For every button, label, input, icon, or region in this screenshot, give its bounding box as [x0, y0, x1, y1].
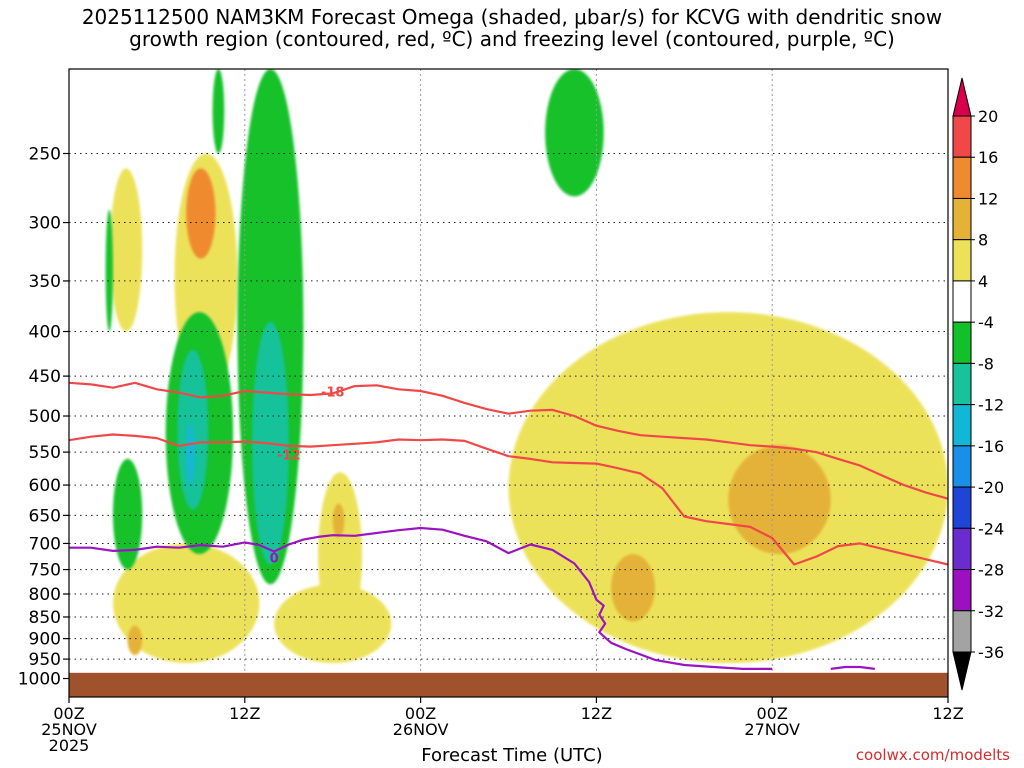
omega-region-0 — [110, 168, 143, 332]
colorbar-box — [952, 239, 972, 282]
colorbar-box — [952, 156, 972, 199]
y-tick-label: 450 — [29, 367, 61, 387]
colorbar-box — [952, 610, 972, 653]
omega-region-6 — [332, 503, 345, 538]
colorbar: 20 16 12 8 4 -4 -8 -12 -16 -20 -24 -28 -32 -36 — [952, 77, 1004, 691]
colorbar-box — [952, 362, 972, 406]
colorbar-box — [952, 486, 972, 529]
y-tick-label: 950 — [29, 650, 61, 670]
colorbar-label: 8 — [978, 231, 988, 250]
colorbar-label: -28 — [978, 561, 1004, 580]
omega-region-15 — [212, 69, 225, 154]
contour-line-2 — [69, 526, 773, 671]
x-tick-label: 00Z — [757, 704, 788, 723]
colorbar-label: -16 — [978, 437, 1004, 456]
y-tick-label: 650 — [29, 506, 61, 526]
plot-frame — [68, 68, 949, 698]
x-tick-label: 26NOV — [393, 720, 449, 739]
colorbar-box — [952, 404, 972, 447]
omega-region-13 — [112, 458, 143, 570]
y-tick-label: 400 — [29, 323, 61, 343]
omega-region-19 — [186, 423, 195, 486]
y-tick-label: 800 — [29, 585, 61, 605]
colorbar-label: -20 — [978, 478, 1004, 497]
chart-title: 2025112500 NAM3KM Forecast Omega (shaded… — [0, 6, 1024, 50]
omega-region-10 — [611, 554, 656, 622]
ground-fill — [69, 672, 948, 697]
y-tick-label: 900 — [29, 630, 61, 650]
y-tick-label: 750 — [29, 561, 61, 581]
colorbar-label: -4 — [978, 313, 994, 332]
contour-line-3 — [830, 665, 875, 670]
x-tick-label: 00Z — [405, 704, 436, 723]
omega-region-7 — [274, 584, 392, 664]
omega-region-4 — [127, 625, 143, 656]
colorbar-label: -32 — [978, 602, 1004, 621]
colorbar-box — [952, 115, 972, 158]
colorbar-label: -8 — [978, 354, 994, 373]
colorbar-label: -36 — [978, 643, 1004, 662]
credit-link[interactable]: coolwx.com/modelts — [855, 746, 1010, 764]
omega-region-16 — [545, 69, 604, 197]
contour-lines: -18 -12 0 — [68, 381, 949, 671]
omega-region-3 — [112, 543, 260, 664]
colorbar-top-triangle — [952, 77, 972, 117]
colorbar-label: 16 — [978, 148, 998, 167]
omega-region-9 — [728, 445, 831, 555]
x-tick-label: 12Z — [932, 704, 963, 723]
x-tick-label: 2025 — [49, 736, 90, 755]
colorbar-label: 20 — [978, 107, 998, 126]
y-tick-label: 850 — [29, 608, 61, 628]
x-axis-label: Forecast Time (UTC) — [421, 745, 603, 766]
contour-line-0 — [68, 381, 949, 500]
contour-label: -12 — [277, 449, 301, 464]
omega-region-8 — [508, 312, 948, 664]
plot-border — [68, 68, 949, 698]
y-axis-ticks: 2503003504004505005506006507007508008509… — [18, 145, 69, 690]
omega-shading — [105, 69, 948, 664]
x-tick-label: 00Z — [53, 704, 84, 723]
x-tick-label: 12Z — [581, 704, 612, 723]
colorbar-box — [952, 197, 972, 241]
contour-label: 0 — [270, 551, 279, 566]
colorbar-label: -12 — [978, 396, 1004, 415]
ground — [69, 672, 948, 697]
y-tick-label: 250 — [29, 145, 61, 165]
omega-region-14 — [105, 209, 113, 332]
contour-line-1 — [68, 433, 949, 566]
y-tick-label: 1000 — [18, 670, 61, 690]
colorbar-label: 4 — [978, 272, 988, 291]
x-tick-label: 25NOV — [41, 720, 97, 739]
colorbar-box — [952, 321, 972, 364]
x-tick-label: 12Z — [229, 704, 260, 723]
colorbar-box — [952, 527, 972, 571]
chart-title-line-2: growth region (contoured, red, ºC) and f… — [129, 27, 895, 51]
y-tick-label: 550 — [29, 443, 61, 463]
x-tick-label: 27NOV — [744, 720, 800, 739]
y-tick-label: 700 — [29, 534, 61, 554]
contour-label: -18 — [321, 386, 345, 401]
colorbar-box — [952, 445, 972, 488]
colorbar-label: 12 — [978, 189, 998, 208]
y-tick-label: 350 — [29, 272, 61, 292]
y-tick-label: 500 — [29, 407, 61, 427]
chart-title-line-1: 2025112500 NAM3KM Forecast Omega (shaded… — [81, 5, 943, 29]
colorbar-label: -24 — [978, 519, 1004, 538]
colorbar-box — [952, 569, 972, 612]
y-tick-label: 300 — [29, 214, 61, 234]
y-tick-label: 600 — [29, 476, 61, 496]
omega-region-2 — [186, 168, 216, 259]
colorbar-box — [952, 280, 972, 323]
colorbar-bottom-triangle — [952, 651, 972, 691]
